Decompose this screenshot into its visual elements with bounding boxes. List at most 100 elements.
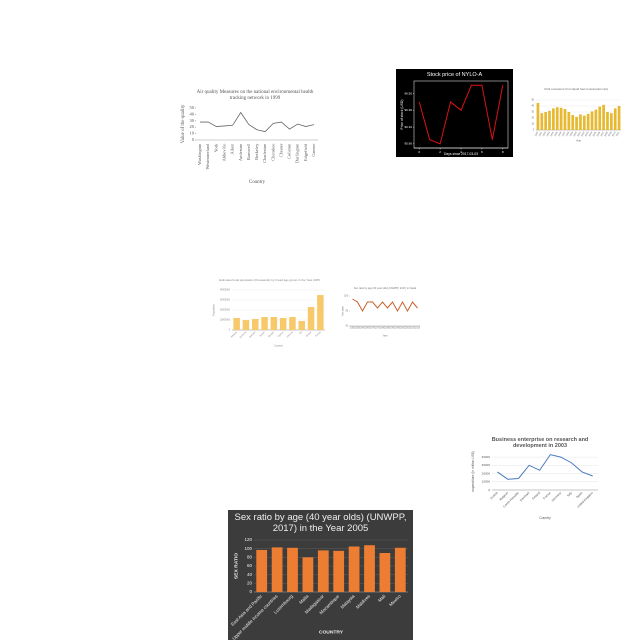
x-tick-label: Fiji [299, 331, 303, 335]
x-tick-label: Finland [531, 491, 541, 501]
bar [307, 307, 315, 330]
x-tick-label: 1970 [370, 327, 376, 329]
x-tick-label: 1960 [360, 327, 366, 329]
chart-title: Business enterprise on research and deve… [491, 437, 589, 450]
y-axis-label: Population [213, 303, 216, 315]
x-tick-label: 8 [502, 150, 504, 154]
chart-title: Estimated total population (thousands) b… [219, 278, 320, 282]
x-tick-label: France [542, 491, 552, 501]
x-tick-label: 1993 [547, 131, 552, 137]
data-line [352, 298, 418, 313]
bar [379, 553, 391, 592]
x-tick-label: Albania [230, 330, 238, 338]
y-tick-label: 20000 [482, 471, 491, 475]
x-tick-label: 1999 [570, 131, 575, 137]
x-tick-label: Austria [489, 491, 499, 501]
bar [279, 318, 287, 330]
x-tick-label: 1965 [365, 327, 371, 329]
bar [544, 112, 548, 130]
x-tick-label: 2011 [616, 131, 621, 137]
y-axis-label: Value of the quality [181, 104, 186, 143]
x-tick-label: 1995 [395, 327, 401, 329]
bar [256, 549, 268, 592]
y-tick-label: 60 [247, 563, 253, 568]
bar [536, 103, 540, 130]
x-tick-label: 2002 [581, 131, 586, 137]
x-tick-label: 1985 [385, 327, 391, 329]
x-tick-label: 1990 [535, 131, 540, 137]
x-tick-label: 2006 [597, 131, 602, 137]
x-tick-label: Belgium [499, 490, 510, 501]
y-tick-label: 20 [190, 124, 195, 129]
bar [287, 547, 298, 592]
bar [559, 107, 563, 130]
x-tick-label: Charleston [262, 143, 267, 163]
x-tick-label: 2001 [578, 131, 583, 137]
x-tick-label: Armenia [239, 330, 248, 339]
data-line [200, 111, 315, 133]
y-tick-label: 95 [345, 311, 348, 313]
x-tick-label: Berkeley [254, 143, 259, 160]
bar [233, 318, 240, 330]
y-tick-label: 20 [247, 581, 253, 586]
bar [317, 295, 324, 330]
bar [609, 113, 613, 130]
x-tick-label: 1996 [558, 131, 563, 137]
bar [540, 113, 544, 130]
x-tick-label: 0 [418, 150, 420, 154]
y-tick-label: 10 [190, 131, 195, 136]
y-tick-label: 10000000 [220, 320, 231, 322]
chart-title: Stock price of NYLO-A [426, 72, 483, 78]
x-tick-label: 2004 [589, 131, 594, 137]
bar [594, 109, 598, 130]
bar [317, 550, 329, 592]
x-tick-label: Cherokee [270, 144, 275, 161]
x-tick-label: 2000 [400, 327, 406, 329]
x-tick-label: Kenya [315, 331, 322, 338]
x-tick-label: 1995 [554, 131, 559, 137]
x-tick-label: York [213, 143, 218, 153]
x-tick-label: 2010 [410, 327, 416, 329]
y-tick-label: 50 [531, 100, 534, 102]
bar [617, 106, 621, 130]
x-tick-label: Abbeville [221, 144, 226, 162]
y-tick-label: 40 [531, 106, 534, 108]
y-tick-label: 50 [190, 105, 195, 110]
y-tick-label: 40 [247, 572, 253, 577]
y-tick-label: 40 [190, 111, 195, 116]
bar [302, 557, 314, 592]
x-tick-label: 2003 [585, 131, 590, 137]
x-tick-label: Estonia [286, 330, 294, 338]
y-tick-label: 100 [344, 296, 349, 298]
bar [579, 114, 582, 130]
y-tick-label: 95.90 [404, 142, 412, 146]
x-tick-label: Bhutan [268, 330, 276, 338]
x-tick-label: 2 [439, 150, 441, 154]
x-axis-label: Country [274, 345, 284, 348]
x-tick-label: 1991 [539, 131, 544, 137]
x-tick-label: 1950 [350, 327, 356, 329]
x-tick-label: Italy [566, 490, 573, 497]
x-axis-label: Days since 2017-03-03 [444, 152, 478, 156]
bar [271, 547, 283, 592]
y-axis-label: Sex ratio [342, 305, 345, 316]
data-line [418, 84, 504, 145]
x-tick-label: 2009 [608, 131, 613, 137]
y-tick-label: 20000000 [220, 310, 231, 312]
chart-title: Sex ratio by age (40 year olds) (UNWPP, … [234, 512, 407, 534]
bar [333, 550, 345, 592]
x-tick-label: 1994 [550, 131, 555, 137]
bar [289, 317, 296, 330]
x-tick-label: Spain [575, 491, 583, 499]
bar [364, 545, 375, 592]
y-tick-label: 0 [488, 488, 490, 492]
y-tick-label: 96.50 [404, 91, 412, 95]
x-axis-label: COUNTRY [319, 629, 344, 635]
bar [567, 112, 571, 130]
x-tick-label: Anderson [238, 143, 243, 161]
y-tick-label: 96.10 [404, 125, 412, 129]
y-tick-label: 40000 [482, 455, 491, 459]
bar [575, 116, 578, 130]
x-axis-label: Country [249, 180, 266, 185]
